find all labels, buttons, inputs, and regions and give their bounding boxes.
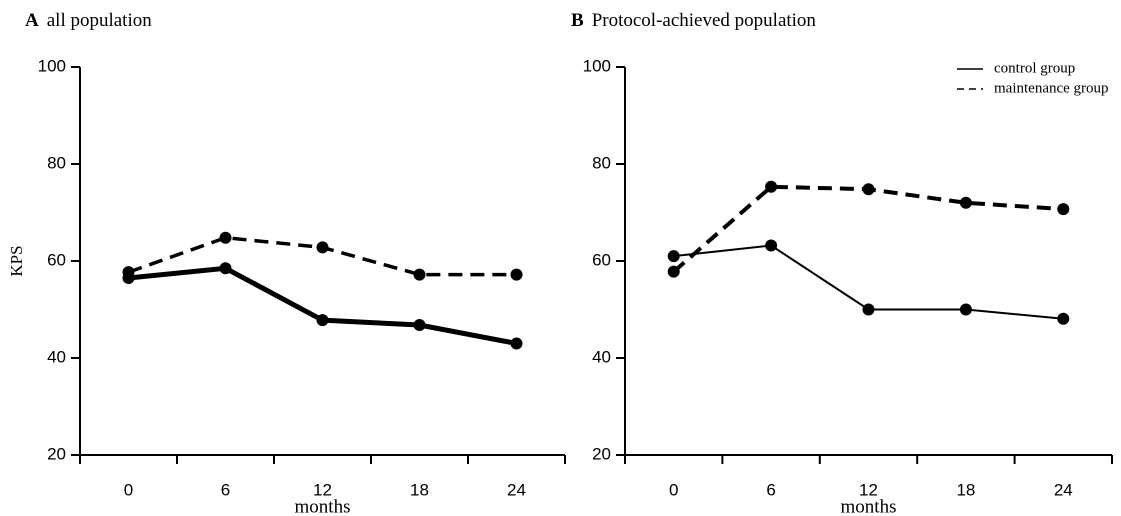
- x-tick-label: 24: [507, 480, 526, 499]
- data-point: [510, 337, 523, 350]
- data-point: [122, 266, 135, 279]
- panel-title: B Protocol-achieved population: [571, 10, 816, 31]
- y-tick-label: 100: [38, 56, 66, 75]
- data-point: [1057, 312, 1070, 325]
- y-tick-label: 80: [592, 153, 611, 172]
- panel-title-text: Protocol-achieved population: [592, 10, 817, 31]
- panel-title-text: all population: [47, 10, 153, 31]
- legend-label: control group: [994, 60, 1075, 76]
- panel-label: A: [25, 10, 39, 31]
- y-tick-label: 60: [47, 250, 66, 269]
- y-tick-label: 20: [47, 444, 66, 463]
- data-point: [667, 250, 680, 263]
- y-tick-label: 40: [47, 347, 66, 366]
- x-axis-label: months: [295, 496, 351, 516]
- data-point: [219, 262, 232, 275]
- x-tick-label: 12: [313, 480, 332, 499]
- x-tick-label: 0: [669, 480, 678, 499]
- x-tick-label: 6: [766, 480, 775, 499]
- y-tick-label: 20: [592, 444, 611, 463]
- data-point: [765, 239, 778, 252]
- series-line: [672, 184, 1064, 274]
- data-point: [510, 268, 523, 281]
- data-point: [1057, 203, 1070, 216]
- y-axis-label: KPS: [7, 245, 26, 276]
- y-tick-label: 80: [47, 153, 66, 172]
- data-point: [413, 268, 426, 281]
- x-tick-label: 24: [1054, 480, 1073, 499]
- data-point: [316, 241, 329, 254]
- data-point: [959, 196, 972, 209]
- data-point: [959, 303, 972, 316]
- data-point: [862, 303, 875, 316]
- data-point: [667, 265, 680, 278]
- data-point: [862, 183, 875, 196]
- x-tick-label: 6: [221, 480, 230, 499]
- y-tick-label: 60: [592, 250, 611, 269]
- data-point: [219, 231, 232, 244]
- x-tick-label: 18: [410, 480, 429, 499]
- y-tick-label: 40: [592, 347, 611, 366]
- x-axis-label: months: [841, 496, 897, 516]
- data-point: [765, 180, 778, 193]
- x-tick-label: 18: [956, 480, 975, 499]
- panel: B Protocol-achieved population20406080100…: [571, 10, 1113, 516]
- x-tick-label: 0: [124, 480, 133, 499]
- panel-label: B: [571, 10, 584, 31]
- legend-label: maintenance group: [994, 80, 1109, 96]
- series-line: [128, 265, 517, 346]
- y-tick-label: 100: [583, 56, 611, 75]
- data-point: [413, 319, 426, 332]
- x-tick-label: 12: [859, 480, 878, 499]
- data-point: [316, 314, 329, 327]
